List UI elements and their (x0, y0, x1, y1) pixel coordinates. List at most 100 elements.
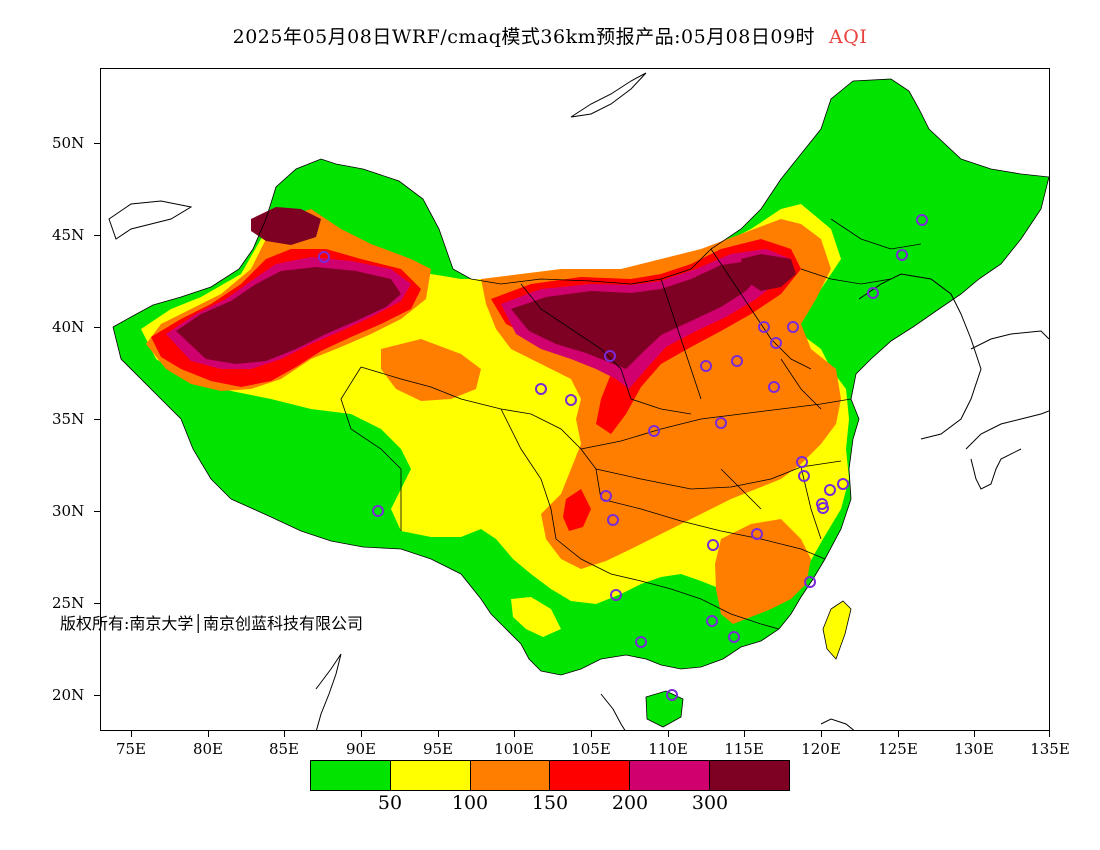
y-axis-label-45n: 45N (52, 226, 85, 244)
station-marker (798, 470, 810, 482)
station-marker (896, 249, 908, 261)
aqi-region-hazardous-ne (741, 254, 796, 291)
coastlines (108, 72, 1049, 730)
station-marker (372, 505, 384, 517)
title-variable: AQI (829, 26, 868, 48)
x-axis-tick (438, 731, 439, 737)
station-marker (707, 539, 719, 551)
x-axis-label-115e: 115E (724, 740, 764, 758)
station-marker (728, 631, 740, 643)
legend-tick-50: 50 (377, 792, 403, 814)
station-marker (700, 360, 712, 372)
taiwan-island (822, 600, 852, 660)
station-marker (916, 214, 928, 226)
x-axis-label-75e: 75E (115, 740, 147, 758)
station-marker (604, 350, 616, 362)
x-axis-label-90e: 90E (345, 740, 377, 758)
y-axis-label-35n: 35N (52, 410, 85, 428)
station-marker (758, 321, 770, 333)
legend-swatch-moderate (390, 761, 471, 790)
station-marker (837, 478, 849, 490)
x-axis-label-85e: 85E (268, 740, 300, 758)
x-axis-tick (284, 731, 285, 737)
legend-swatch-good (311, 761, 391, 790)
legend-swatch-hazardous (710, 761, 789, 790)
legend-tick-200: 200 (611, 792, 649, 814)
station-marker (768, 381, 780, 393)
legend-swatch-very-unhealthy (630, 761, 711, 790)
legend-tick-100: 100 (451, 792, 489, 814)
x-axis-label-100e: 100E (494, 740, 534, 758)
station-marker (610, 589, 622, 601)
city-stations (318, 214, 928, 701)
x-axis-label-80e: 80E (192, 740, 224, 758)
station-marker (607, 514, 619, 526)
station-marker (751, 528, 763, 540)
station-marker (318, 251, 330, 263)
x-axis-label-125e: 125E (878, 740, 918, 758)
legend-swatch-unhealthy (550, 761, 631, 790)
station-marker (817, 502, 829, 514)
y-axis-label-30n: 30N (52, 502, 85, 520)
map-frame (100, 68, 1050, 731)
aqi-map (108, 72, 1049, 730)
x-axis-tick (514, 731, 515, 737)
station-marker (635, 636, 647, 648)
x-axis-label-95e: 95E (422, 740, 454, 758)
y-axis-tick (94, 419, 100, 420)
legend-tick-150: 150 (531, 792, 569, 814)
aqi-region-hazardous-nw (251, 207, 321, 245)
station-marker (796, 456, 808, 468)
station-marker (535, 383, 547, 395)
station-marker (565, 394, 577, 406)
x-axis-label-130e: 130E (954, 740, 994, 758)
x-axis-label-135e: 135E (1030, 740, 1070, 758)
y-axis-tick (94, 511, 100, 512)
aqi-region-hazardous (176, 267, 401, 364)
station-marker (731, 355, 743, 367)
x-axis-tick (131, 731, 132, 737)
province-boundaries (112, 78, 1049, 676)
y-axis-label-25n: 25N (52, 594, 85, 612)
y-axis-label-40n: 40N (52, 318, 85, 336)
y-axis-tick (94, 235, 100, 236)
station-marker (824, 484, 836, 496)
aqi-region-hazardous-north (511, 261, 761, 369)
x-axis-label-110e: 110E (648, 740, 688, 758)
y-axis-tick (94, 603, 100, 604)
x-axis-tick (744, 731, 745, 737)
x-axis-label-120e: 120E (801, 740, 841, 758)
station-marker (666, 689, 678, 701)
station-marker (770, 337, 782, 349)
x-axis-tick (668, 731, 669, 737)
aqi-region-usg-sw (381, 339, 481, 401)
station-marker (867, 287, 879, 299)
x-axis-label-105e: 105E (571, 740, 611, 758)
station-marker (706, 615, 718, 627)
x-axis-tick (974, 731, 975, 737)
aqi-region-unhealthy-sw (563, 489, 591, 531)
y-axis-tick (94, 327, 100, 328)
aqi-region-moderate-sw (511, 597, 561, 637)
chart-title: 2025年05月08日WRF/cmaq模式36km预报产品:05月08日09时 A… (0, 22, 1100, 49)
station-marker (787, 321, 799, 333)
x-axis-tick (361, 731, 362, 737)
aqi-legend (310, 760, 790, 791)
x-axis-tick (898, 731, 899, 737)
x-axis-tick (591, 731, 592, 737)
title-text: 2025年05月08日WRF/cmaq模式36km预报产品:05月08日09时 (232, 26, 816, 48)
x-axis-tick (821, 731, 822, 737)
y-axis-label-50n: 50N (52, 134, 85, 152)
y-axis-label-20n: 20N (52, 686, 85, 704)
station-marker (600, 490, 612, 502)
copyright-text: 版权所有:南京大学│南京创蓝科技有限公司 (60, 614, 364, 633)
legend-tick-300: 300 (691, 792, 729, 814)
y-axis-tick (94, 695, 100, 696)
x-axis-tick (208, 731, 209, 737)
legend-swatch-usg (470, 761, 551, 790)
station-marker (715, 417, 727, 429)
x-axis-tick (1049, 731, 1050, 737)
station-marker (804, 576, 816, 588)
station-marker (648, 425, 660, 437)
y-axis-tick (94, 143, 100, 144)
